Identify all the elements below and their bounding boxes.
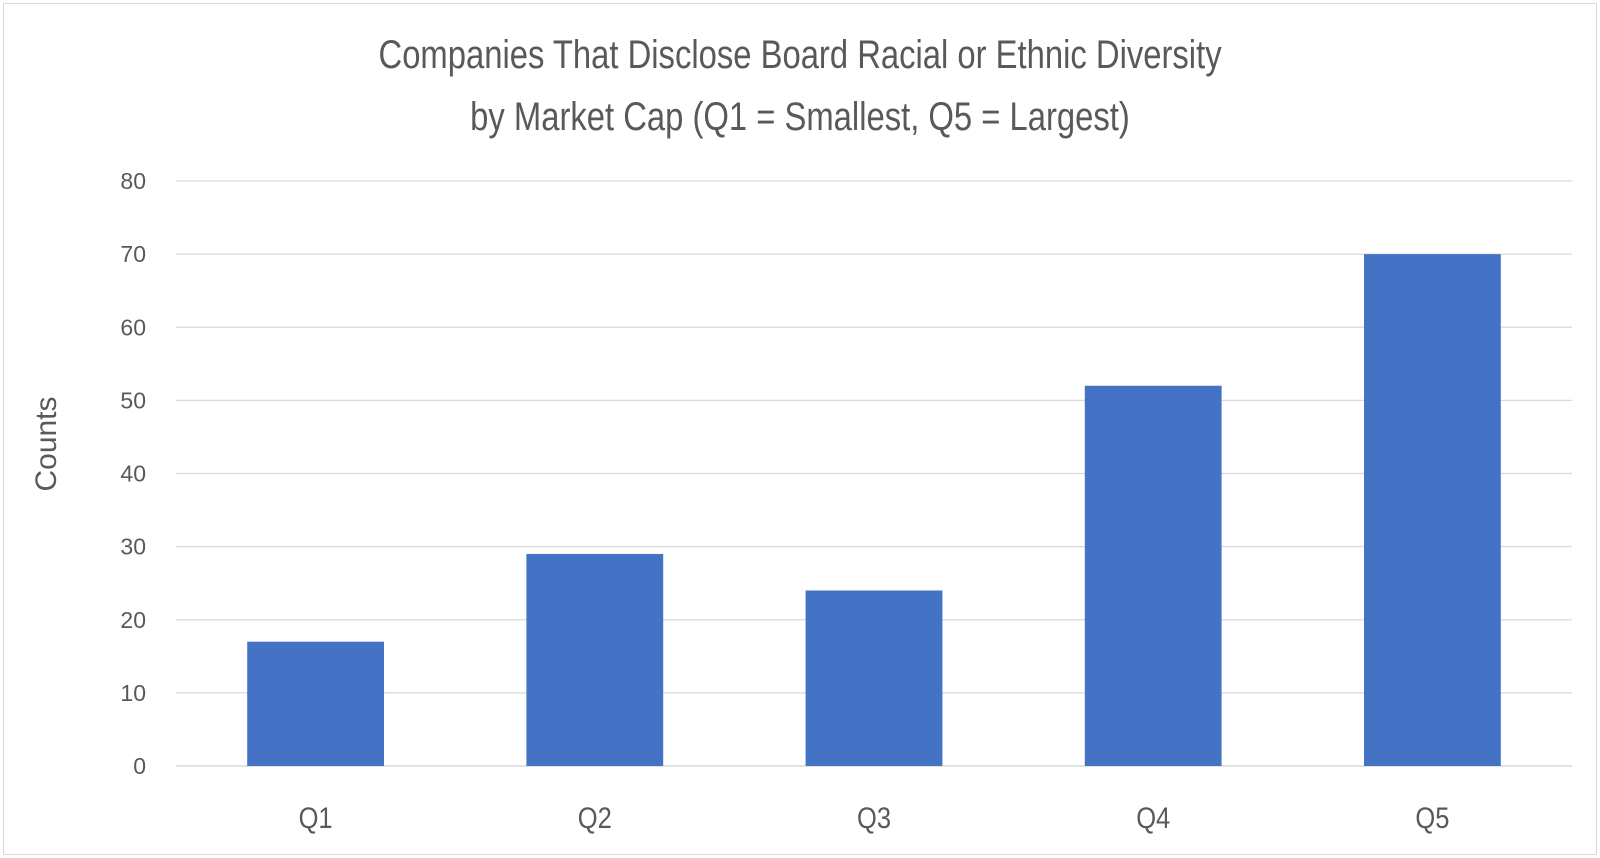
x-tick-label: Q2 <box>578 801 612 834</box>
bars <box>247 254 1501 766</box>
y-axis-label: Counts <box>30 396 63 491</box>
x-tick-label: Q1 <box>299 801 333 834</box>
y-tick-label: 20 <box>120 607 146 633</box>
x-tick-label: Q5 <box>1415 801 1449 834</box>
chart-subtitle: by Market Cap (Q1 = Smallest, Q5 = Large… <box>470 94 1130 139</box>
bar-q5 <box>1363 254 1501 766</box>
bar-q4 <box>1084 385 1222 766</box>
y-tick-label: 40 <box>120 461 146 487</box>
bar-q1 <box>247 641 385 766</box>
y-tick-label: 10 <box>120 680 146 706</box>
y-tick-label: 80 <box>120 168 146 194</box>
y-tick-label: 60 <box>120 314 146 340</box>
chart-title: Companies That Disclose Board Racial or … <box>379 32 1223 77</box>
y-tick-label: 0 <box>133 753 146 779</box>
x-axis-ticks: Q1 Q2 Q3 Q4 Q5 <box>299 801 1450 834</box>
y-tick-label: 70 <box>120 241 146 267</box>
y-tick-label: 30 <box>120 534 146 560</box>
y-tick-label: 50 <box>120 387 146 413</box>
bar-q3 <box>805 590 943 766</box>
gridlines <box>176 180 1572 767</box>
y-axis-ticks: 0 10 20 30 40 50 60 70 80 <box>120 168 146 779</box>
bar-q2 <box>526 553 664 766</box>
x-tick-label: Q3 <box>857 801 891 834</box>
x-tick-label: Q4 <box>1136 801 1170 834</box>
